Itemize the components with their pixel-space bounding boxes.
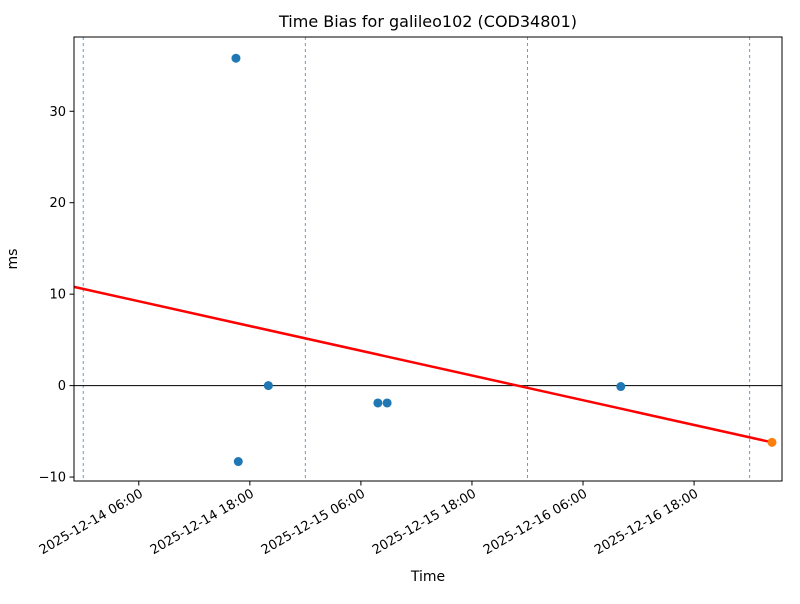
plot-frame: [73, 36, 783, 482]
time-bias-samples-point: [373, 398, 383, 408]
trend-line: [73, 285, 773, 444]
x-tick-label: 2025-12-14 06:00: [37, 486, 146, 558]
time-bias-samples-point: [231, 53, 241, 63]
y-tick-label: −10: [39, 471, 66, 486]
time-bias-samples-point: [382, 398, 392, 408]
time-bias-samples-point: [263, 381, 273, 391]
latest-sample-point: [767, 437, 777, 447]
x-tick-label: 2025-12-15 18:00: [370, 486, 479, 558]
x-axis-label: Time: [410, 569, 445, 585]
y-tick-label: 0: [58, 379, 66, 394]
x-tick-label: 2025-12-16 18:00: [592, 486, 701, 558]
x-tick-label: 2025-12-14 18:00: [148, 486, 257, 558]
y-tick-label: 20: [49, 196, 66, 211]
time-bias-samples-point: [233, 457, 243, 467]
y-axis-label: ms: [5, 249, 21, 270]
y-tick-label: 30: [49, 105, 66, 120]
x-tick-label: 2025-12-16 06:00: [481, 486, 590, 558]
y-tick-label: 10: [49, 288, 66, 303]
time-bias-samples-point: [616, 382, 626, 392]
chart-title: Time Bias for galileo102 (COD34801): [278, 12, 577, 31]
plot-layer: 2025-12-14 06:00 2025-12-14 18:00 2025-12-…: [37, 36, 783, 558]
x-tick-label: 2025-12-15 06:00: [259, 486, 368, 558]
